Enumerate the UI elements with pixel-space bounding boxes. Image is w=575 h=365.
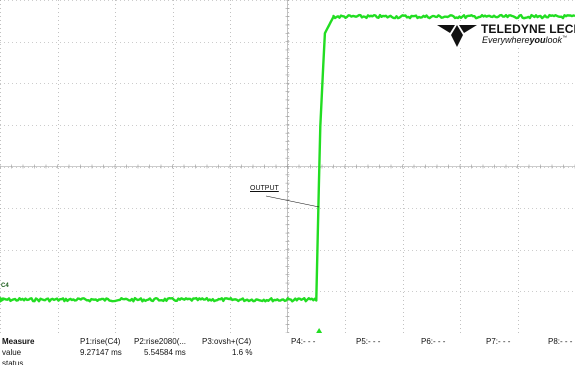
measure-p3-value: 1.6 % (232, 348, 253, 357)
graticule-grid (0, 0, 575, 333)
measure-value-row: value 9.27147 ms 5.54584 ms 1.6 % (0, 348, 575, 359)
tagline-prefix: Everywhere (482, 35, 530, 45)
measure-p3-header[interactable]: P3:ovsh+(C4) (202, 337, 252, 346)
trigger-markers (0, 195, 323, 333)
measure-p2-value: 5.54584 ms (144, 348, 186, 357)
measure-p7-header[interactable]: P7:- - - (486, 337, 511, 346)
measure-p4-header[interactable]: P4:- - - (291, 337, 316, 346)
measure-p1-header[interactable]: P1:rise(C4) (80, 337, 121, 346)
measure-header-row: Measure P1:rise(C4) P2:rise2080(... P3:o… (0, 337, 575, 348)
status-row-label: status (2, 359, 24, 365)
reference-leader-line (265, 195, 320, 208)
channel-level-marker (0, 296, 5, 303)
brand-tagline: Everywhereyoulook™ (482, 35, 567, 45)
trigger-position-marker (316, 328, 323, 333)
measurement-table: Measure P1:rise(C4) P2:rise2080(... P3:o… (0, 337, 575, 365)
value-row-label: value (2, 348, 22, 357)
reference-label: OUTPUT (250, 185, 279, 192)
measure-p6-header[interactable]: P6:- - - (421, 337, 446, 346)
measure-p5-header[interactable]: P5:- - - (356, 337, 381, 346)
teledyne-lecroy-logo: TELEDYNE LECROY Everywhereyoulook™ (437, 21, 575, 47)
channel-marker: C4 (1, 283, 9, 289)
measure-status-row: status (0, 359, 575, 365)
waveform-trace (0, 13, 575, 303)
tagline-suffix: look (545, 35, 563, 45)
waveform-c4 (0, 13, 575, 303)
measure-p2-header[interactable]: P2:rise2080(... (134, 337, 187, 346)
tagline-bold: you (529, 35, 546, 45)
trademark-symbol: ™ (562, 35, 568, 41)
measure-header-label: Measure (2, 337, 35, 346)
logo-icon (437, 25, 477, 47)
brand-name: TELEDYNE LECROY (481, 22, 575, 36)
oscilloscope-screen (0, 0, 575, 333)
measure-p8-header[interactable]: P8:- - - (548, 337, 573, 346)
measure-p1-value: 9.27147 ms (80, 348, 122, 357)
